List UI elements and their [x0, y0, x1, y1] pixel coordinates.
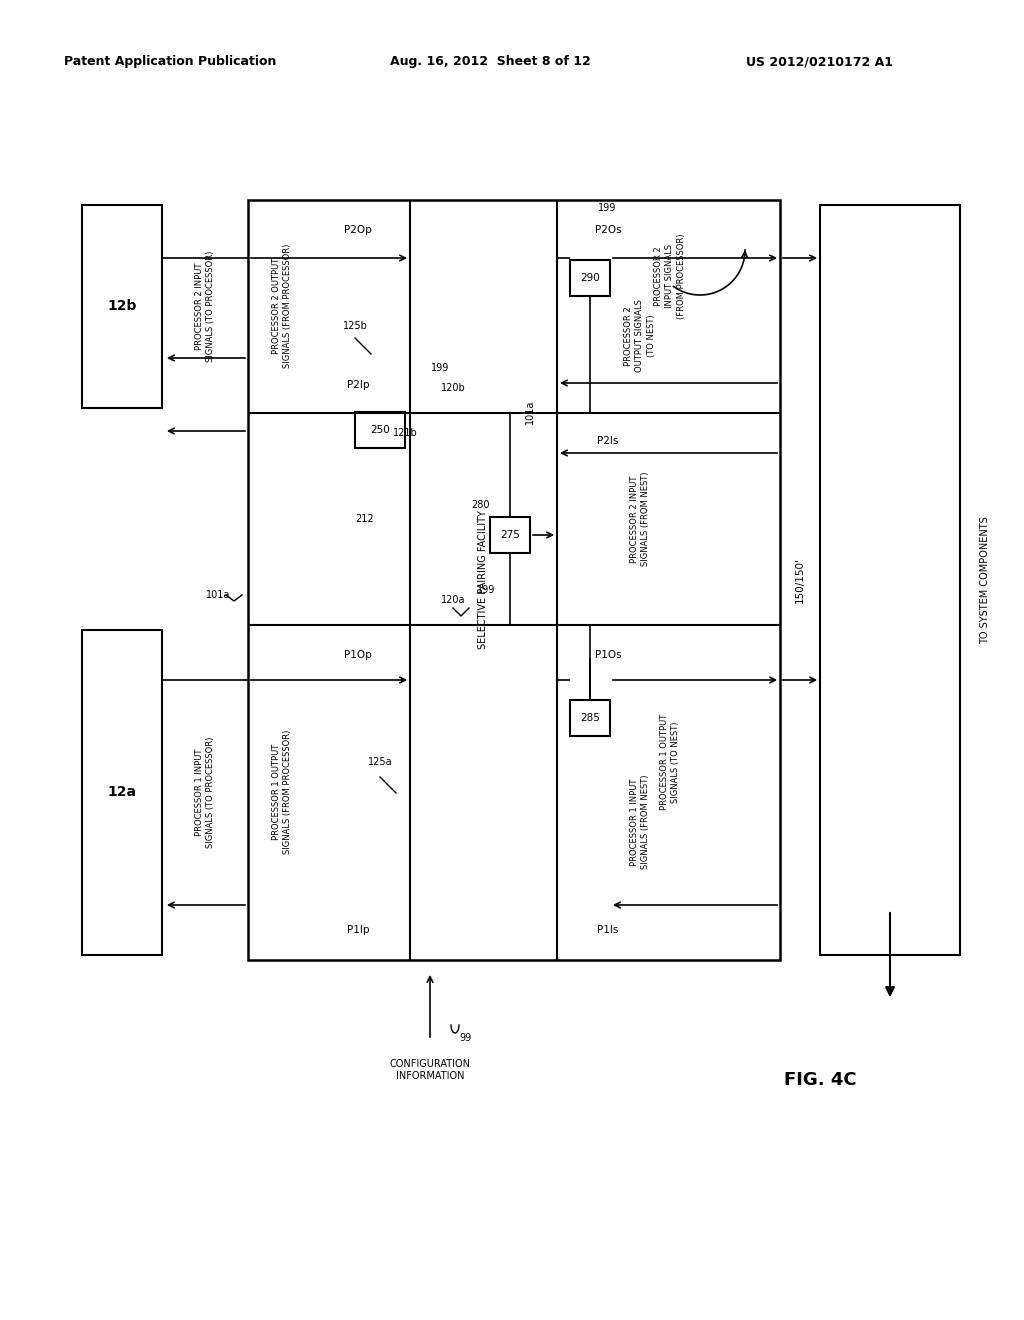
Text: 285: 285 [580, 713, 600, 723]
Text: FIG. 4C: FIG. 4C [783, 1071, 856, 1089]
Text: 120a: 120a [440, 595, 465, 605]
Text: 125a: 125a [368, 756, 392, 767]
Text: P1Op: P1Op [344, 649, 372, 660]
Text: P1Is: P1Is [597, 925, 618, 935]
Bar [570, 700, 610, 737]
Text: CONFIGURATION
INFORMATION: CONFIGURATION INFORMATION [389, 1059, 470, 1081]
Text: 120b: 120b [440, 383, 465, 393]
Text: PROCESSOR 2 INPUT
SIGNALS (FROM NEST): PROCESSOR 2 INPUT SIGNALS (FROM NEST) [630, 471, 650, 566]
Text: P1Os: P1Os [595, 649, 622, 660]
Text: PROCESSOR 2
OUTPUT SIGNALS
(TO NEST): PROCESSOR 2 OUTPUT SIGNALS (TO NEST) [625, 300, 655, 372]
Bar [355, 412, 406, 447]
Text: 150/150': 150/150' [795, 557, 805, 603]
Text: 290: 290 [581, 273, 600, 282]
Text: 99: 99 [459, 1034, 471, 1043]
Text: 12a: 12a [108, 785, 136, 799]
Text: Patent Application Publication: Patent Application Publication [63, 55, 276, 69]
Text: PROCESSOR 2 OUTPUT
SIGNALS (FROM PROCESSOR): PROCESSOR 2 OUTPUT SIGNALS (FROM PROCESS… [272, 244, 292, 368]
Text: 12b: 12b [108, 300, 136, 313]
Text: PROCESSOR 2
INPUT SIGNALS
(FROM PROCESSOR): PROCESSOR 2 INPUT SIGNALS (FROM PROCESSO… [654, 234, 686, 318]
Bar [490, 517, 530, 553]
Bar [82, 630, 162, 954]
Text: P2Op: P2Op [344, 224, 372, 235]
Text: 250: 250 [370, 425, 390, 436]
Text: PROCESSOR 1 INPUT
SIGNALS (TO PROCESSOR): PROCESSOR 1 INPUT SIGNALS (TO PROCESSOR) [195, 737, 215, 847]
Text: 101a: 101a [206, 590, 230, 601]
Bar [570, 260, 610, 296]
Text: 121b: 121b [392, 428, 418, 438]
Text: PROCESSOR 1 OUTPUT
SIGNALS (TO NEST): PROCESSOR 1 OUTPUT SIGNALS (TO NEST) [659, 714, 680, 810]
Text: 275: 275 [500, 531, 520, 540]
Bar [82, 205, 162, 408]
Text: P2Os: P2Os [595, 224, 622, 235]
Bar [248, 201, 780, 960]
Text: P2lp: P2lp [347, 380, 370, 389]
Text: 199: 199 [476, 585, 495, 595]
Text: P1lp: P1lp [347, 925, 370, 935]
Text: 101a: 101a [525, 400, 535, 424]
Text: P2Is: P2Is [597, 436, 618, 446]
Text: PROCESSOR 2 INPUT
SIGNALS (TO PROCESSOR): PROCESSOR 2 INPUT SIGNALS (TO PROCESSOR) [195, 251, 215, 362]
Text: 199: 199 [598, 203, 616, 213]
Text: US 2012/0210172 A1: US 2012/0210172 A1 [746, 55, 894, 69]
Text: PROCESSOR 1 OUTPUT
SIGNALS (FROM PROCESSOR): PROCESSOR 1 OUTPUT SIGNALS (FROM PROCESS… [272, 730, 292, 854]
Text: PROCESSOR 1 INPUT
SIGNALS (FROM NEST): PROCESSOR 1 INPUT SIGNALS (FROM NEST) [630, 775, 650, 870]
Text: 280: 280 [471, 500, 489, 510]
Text: 199: 199 [431, 363, 450, 374]
Text: 212: 212 [355, 513, 375, 524]
Text: Aug. 16, 2012  Sheet 8 of 12: Aug. 16, 2012 Sheet 8 of 12 [389, 55, 591, 69]
Text: 125b: 125b [343, 321, 368, 331]
Text: TO SYSTEM COMPONENTS: TO SYSTEM COMPONENTS [980, 516, 990, 644]
Bar [820, 205, 961, 954]
Text: SELECTIVE PAIRING FACILITY: SELECTIVE PAIRING FACILITY [478, 511, 488, 649]
